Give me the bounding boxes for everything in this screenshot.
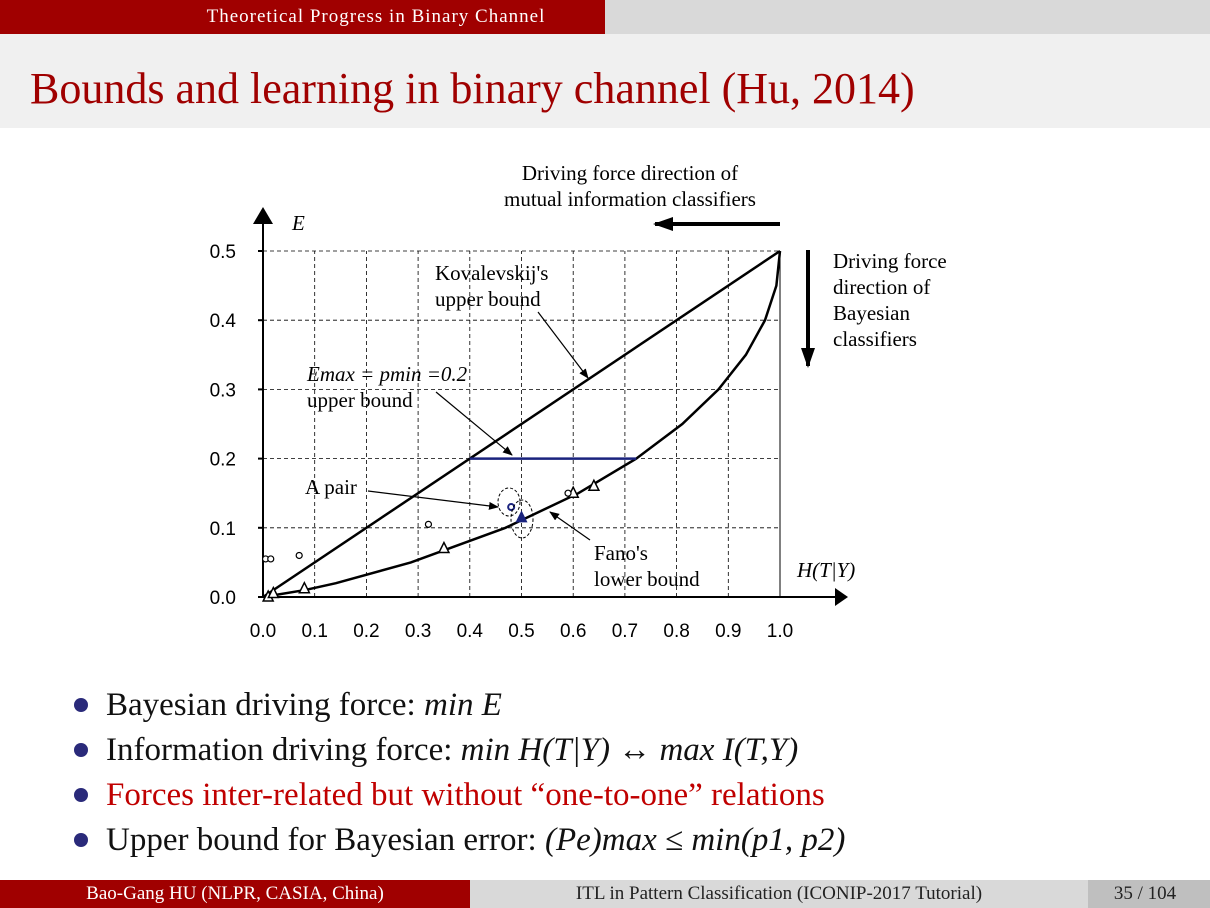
circle-point [267, 555, 275, 563]
annotation: classifiers [833, 327, 917, 351]
bullet-dot [74, 698, 88, 712]
x-tick-label: 0.6 [560, 621, 586, 642]
bullet-math: min H(T|Y) ↔ max I(T,Y) [461, 732, 799, 768]
annotation: mutual information classifiers [504, 187, 756, 211]
bullet-label: Information driving force: [106, 732, 461, 768]
title-band [0, 34, 1210, 128]
x-axis-label: H(T|Y) [796, 558, 855, 582]
triangle-point [267, 585, 280, 599]
y-tick-label: 0.1 [210, 519, 236, 540]
annotation: upper bound [435, 287, 541, 311]
y-axis-arrow [253, 207, 273, 224]
y-tick-label: 0.2 [210, 450, 236, 471]
x-tick-label: 1.0 [767, 621, 793, 642]
bullet-dot [74, 743, 88, 757]
x-tick-label: 0.7 [612, 621, 638, 642]
footer-talk: ITL in Pattern Classification (ICONIP-20… [576, 883, 982, 904]
bullet-text: Upper bound for Bayesian error: (Pe)max … [106, 822, 845, 858]
y-tick-label: 0.0 [210, 588, 236, 609]
annotation: Driving force direction of [522, 161, 738, 185]
kovalevskij-arrow [537, 311, 589, 379]
bullet-list: Bayesian driving force: min E Information… [74, 687, 845, 858]
footer-page-bg [1088, 880, 1210, 908]
bullet-dot [74, 788, 88, 802]
fano-arrow [549, 511, 591, 541]
bullet-label: Forces inter-related but without “one-to… [106, 777, 825, 813]
bullet-text: Information driving force: min H(T|Y) ↔ … [106, 732, 798, 768]
pair-arrow [367, 490, 499, 510]
x-tick-label: 0.1 [301, 621, 327, 642]
y-tick-label: 0.3 [210, 380, 236, 401]
pair-circle [507, 503, 516, 512]
header-section: Theoretical Progress in Binary Channel [207, 6, 546, 27]
x-tick-label: 0.9 [715, 621, 741, 642]
bullet-label: Bayesian driving force: [106, 687, 424, 723]
annotation: direction of [833, 275, 930, 299]
figure: 0.0 0.1 0.2 0.3 0.4 0.5 0.6 0.7 0.8 0.9 1.0 0.0 0.1 0… [210, 161, 947, 642]
x-tick-label: 0.2 [353, 621, 379, 642]
x-tick-label: 0.8 [663, 621, 689, 642]
annotation: Kovalevskij's [435, 261, 548, 285]
annotation: Driving force [833, 249, 947, 273]
x-tick-label: 0.3 [405, 621, 431, 642]
annotation: A pair [305, 475, 357, 499]
pair-ellipse [510, 499, 534, 539]
x-axis-arrow [835, 588, 848, 606]
annotation: Fano's [594, 541, 648, 565]
pair-ellipse [497, 487, 521, 517]
y-axis-label: E [291, 211, 305, 235]
circle-point [295, 551, 303, 560]
triangle-point [298, 581, 311, 594]
footer-author: Bao-Gang HU (NLPR, CASIA, China) [86, 883, 384, 904]
y-tick-label: 0.4 [210, 311, 237, 332]
emax-arrow [435, 391, 513, 456]
triangle-point [587, 478, 601, 492]
annotation: upper bound [307, 388, 413, 412]
annotation: Emax = pmin =0.2 [306, 362, 468, 386]
pair-triangle [515, 510, 528, 523]
circle-point [424, 520, 433, 528]
x-tick-label: 0.0 [250, 621, 276, 642]
x-tick-label: 0.5 [508, 621, 534, 642]
circle-point [564, 489, 572, 497]
bullet-dot [74, 833, 88, 847]
bullet-text: Forces inter-related but without “one-to… [106, 777, 825, 813]
kovalevskij-bound [262, 249, 781, 599]
footer-page: 35 / 104 [1114, 883, 1177, 904]
bullet-math: min E [424, 687, 502, 723]
y-tick-label: 0.5 [210, 242, 236, 263]
triangle-point [437, 540, 451, 554]
footer-author-bg [0, 880, 470, 908]
annotation: Bayesian [833, 301, 910, 325]
bullet-text: Bayesian driving force: min E [106, 687, 502, 723]
x-tick-label: 0.4 [457, 621, 484, 642]
bullet-math: (Pe)max ≤ min(p1, p2) [545, 822, 845, 858]
slide-title: Bounds and learning in binary channel (H… [30, 64, 915, 113]
header-section-bg [0, 0, 605, 34]
annotation: lower bound [594, 567, 700, 591]
bullet-label: Upper bound for Bayesian error: [106, 822, 545, 858]
